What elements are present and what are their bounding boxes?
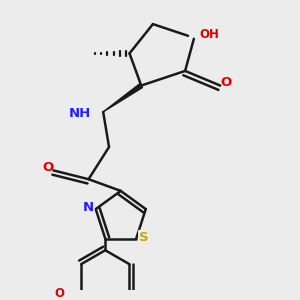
Polygon shape: [103, 84, 142, 112]
Text: O: O: [220, 76, 232, 89]
Text: NH: NH: [69, 107, 92, 120]
Text: OH: OH: [200, 28, 220, 41]
Text: O: O: [42, 161, 53, 174]
Text: O: O: [54, 287, 64, 300]
Text: N: N: [83, 201, 94, 214]
Text: S: S: [139, 231, 148, 244]
